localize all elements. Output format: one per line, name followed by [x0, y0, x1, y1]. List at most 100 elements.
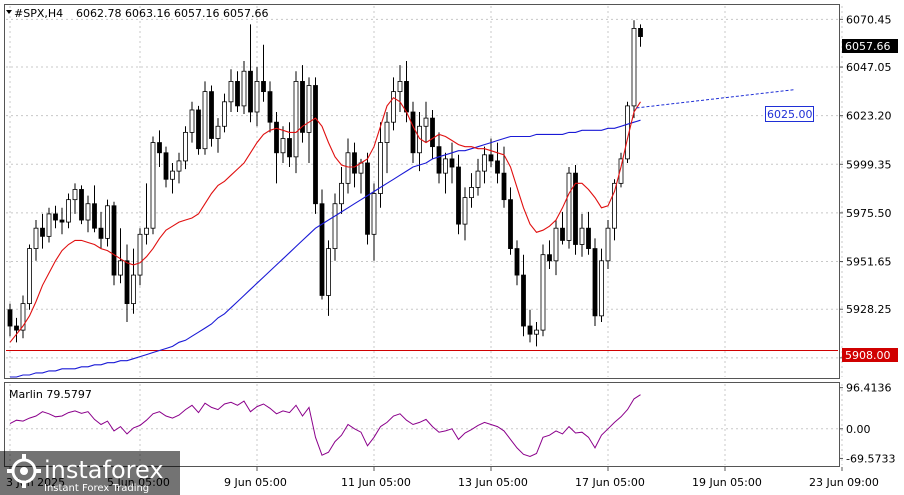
candle: [508, 187, 513, 255]
candle-body: [436, 146, 442, 174]
candle: [332, 193, 338, 261]
candles: [7, 20, 643, 347]
candle-body: [118, 260, 123, 276]
candle-body: [553, 227, 559, 262]
candle-body: [85, 203, 91, 221]
candle: [592, 238, 598, 327]
candle: [456, 154, 461, 235]
candle: [196, 105, 201, 155]
candle-body: [631, 28, 637, 107]
candle-body: [378, 142, 383, 194]
candle-body: [618, 158, 624, 184]
candle-body: [521, 274, 526, 327]
candle-body: [7, 309, 13, 327]
target-price-box[interactable]: 6025.00: [765, 106, 814, 122]
osc-tick-label: 96.4136: [846, 382, 892, 395]
oscillator-label: Marlin 79.5797: [9, 388, 92, 401]
candle-body: [274, 121, 279, 154]
candle-body: [33, 227, 39, 249]
candle: [423, 101, 429, 143]
header: #SPX,H4 6062.78 6063.16 6057.16 6057.66: [6, 7, 268, 20]
moving-averages: [9, 96, 641, 378]
candle-body: [534, 329, 539, 335]
y-tick-label: 5975.50: [846, 207, 892, 220]
candle-body: [280, 138, 286, 154]
candle: [501, 146, 507, 208]
symbol-label: #SPX,H4: [14, 7, 63, 20]
main-plot-frame: [4, 4, 840, 379]
candle: [410, 101, 416, 163]
candle: [274, 112, 279, 184]
candle: [66, 193, 71, 229]
candle-body: [111, 205, 117, 276]
candle-body: [495, 160, 500, 174]
x-tick-label: 11 Jun 05:00: [341, 476, 411, 489]
candle: [566, 167, 572, 249]
candle: [397, 65, 403, 112]
candle: [618, 152, 624, 188]
candle: [384, 112, 390, 174]
watermark-bg: [0, 451, 180, 495]
candle: [378, 122, 383, 208]
candle-body: [339, 182, 344, 205]
candle-body: [209, 91, 214, 139]
ma-slow-line: [10, 119, 641, 378]
candle: [521, 254, 526, 337]
candle-body: [586, 227, 591, 249]
candle-body: [196, 109, 201, 150]
candle-body: [443, 158, 448, 174]
candle-body: [566, 172, 572, 241]
candle: [352, 142, 357, 188]
candle-body: [306, 85, 312, 133]
candle-body: [456, 166, 461, 225]
candle: [475, 158, 481, 196]
candle-body: [254, 81, 260, 113]
candle-body: [449, 158, 455, 168]
candle-body: [410, 111, 416, 154]
candle: [547, 240, 552, 269]
candle-body: [176, 160, 182, 172]
candle: [293, 71, 299, 174]
candle: [92, 185, 97, 233]
candle: [118, 228, 123, 284]
candle: [27, 244, 32, 310]
candle: [79, 185, 84, 225]
candle: [345, 138, 351, 194]
candle: [124, 244, 130, 322]
candle: [163, 146, 169, 188]
oscillator-line: [6, 394, 838, 458]
y-tick-label: 6023.20: [846, 110, 892, 123]
candle-body: [163, 152, 169, 180]
candle: [573, 165, 578, 255]
candle: [469, 173, 474, 208]
candle-body: [540, 254, 546, 331]
candle-body: [300, 81, 305, 133]
oscillator-series: [9, 394, 641, 458]
candle-body: [53, 213, 58, 221]
candle-body: [397, 81, 403, 93]
candle-body: [66, 199, 71, 223]
candle: [157, 130, 162, 168]
candle: [131, 248, 136, 314]
candle-body: [202, 91, 208, 150]
candle: [391, 77, 396, 131]
candle-body: [40, 227, 45, 237]
candle: [33, 220, 39, 261]
projection-line[interactable]: [636, 89, 796, 109]
candle-body: [215, 125, 221, 139]
candle-body: [579, 227, 585, 245]
candle: [170, 162, 175, 194]
candle-body: [371, 193, 377, 235]
candle-body: [46, 213, 52, 237]
candle: [586, 211, 591, 255]
candle-body: [27, 248, 32, 305]
dropdown-arrow-icon[interactable]: [6, 10, 12, 14]
candle-body: [508, 199, 513, 249]
current-price-tag: 6057.66: [842, 39, 898, 53]
candle: [462, 187, 468, 241]
y-tick-label: 6047.05: [846, 61, 892, 74]
candle-body: [345, 152, 351, 184]
candle: [98, 211, 104, 249]
candle-body: [72, 189, 78, 201]
